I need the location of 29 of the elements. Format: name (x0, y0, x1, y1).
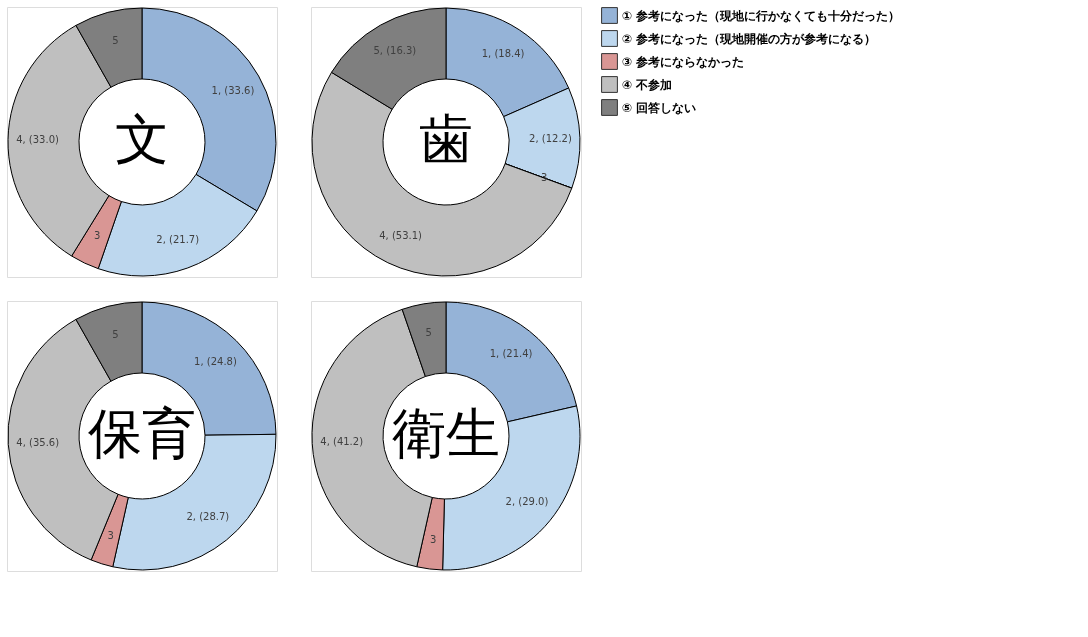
text: 文 (115, 108, 169, 171)
text: 歯 (419, 108, 473, 171)
text: 5 (112, 328, 119, 340)
data-label: 2, (28.7) (186, 511, 230, 523)
data-label: 1, (18.4) (481, 48, 525, 60)
data-label: 2, (29.0) (505, 496, 549, 508)
data-label: 4, (33.0) (16, 134, 60, 146)
text: 保育 (88, 402, 196, 465)
data-label: 5, (16.3) (373, 44, 417, 56)
legend-label: ③ 参考にならなかった (622, 54, 745, 69)
legend-label: ① 参考になった（現地に行かなくても十分だった） (622, 8, 901, 23)
text: 5 (112, 34, 119, 46)
text: 衛生 (392, 402, 500, 465)
legend-label: ⑤ 回答しない (622, 100, 697, 115)
text: 3 (94, 230, 101, 242)
data-label: 4, (53.1) (379, 230, 423, 242)
data-label: 4, (41.2) (320, 435, 364, 447)
text: 3 (430, 533, 437, 545)
legend-label: ④ 不参加 (622, 77, 673, 92)
data-label: 1, (33.6) (211, 84, 255, 96)
text: 5 (425, 326, 432, 338)
legend-label: ② 参考になった（現地開催の方が参考になる） (622, 31, 877, 46)
data-label: 2, (21.7) (156, 234, 200, 246)
data-label: 1, (21.4) (489, 348, 533, 360)
text: 3 (107, 529, 114, 541)
text: 3 (540, 172, 548, 184)
data-label: 1, (24.8) (194, 355, 237, 367)
data-label: 2, (12.2) (529, 132, 572, 144)
data-label: 4, (35.6) (16, 436, 60, 448)
